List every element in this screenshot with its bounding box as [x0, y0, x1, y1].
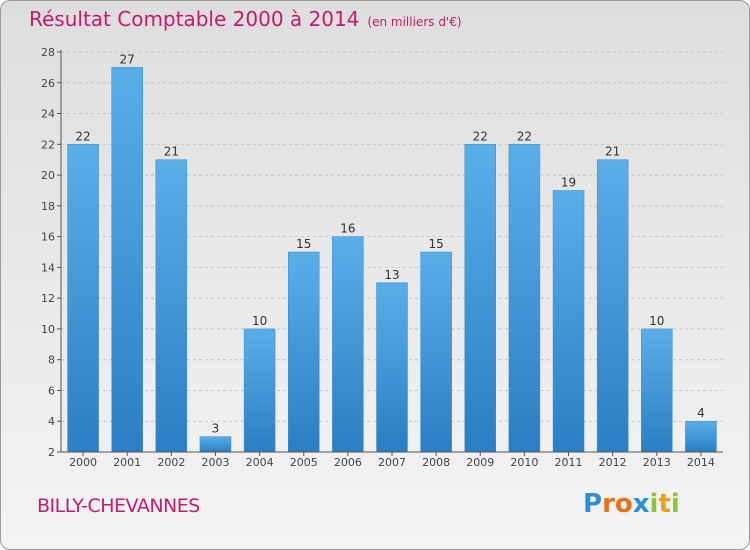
data-label: 22: [473, 129, 488, 143]
bar-2009: [464, 144, 497, 453]
y-tick-label: 16: [41, 231, 55, 244]
logo-letter: o: [614, 489, 633, 519]
y-tick-label: 10: [41, 323, 55, 336]
y-tick-label: 2: [48, 446, 55, 459]
x-tick-label: 2010: [510, 456, 538, 469]
x-tick-label: 2012: [599, 456, 627, 469]
bar-2007: [376, 282, 408, 453]
y-tick-label: 4: [48, 415, 55, 428]
x-tick-label: 2002: [157, 456, 185, 469]
chart-title-text: Résultat Comptable 2000 à 2014: [29, 7, 360, 31]
bar-2005: [287, 251, 320, 453]
data-label: 10: [252, 314, 267, 328]
data-label: 3: [212, 422, 220, 436]
logo-letter: i: [670, 489, 680, 519]
y-tick-label: 12: [41, 292, 55, 305]
bar-2000: [67, 144, 99, 453]
data-label: 27: [120, 52, 135, 66]
bar-2006: [332, 236, 364, 453]
data-label: 15: [296, 237, 311, 251]
bar-2013: [641, 328, 673, 453]
x-tick-label: 2008: [422, 456, 450, 469]
x-tick-label: 2005: [290, 456, 318, 469]
bar-2003: [199, 436, 232, 453]
logo-letter: r: [602, 489, 615, 519]
data-label: 15: [428, 237, 443, 251]
x-tick-label: 2011: [555, 456, 583, 469]
y-tick-label: 6: [48, 384, 55, 397]
y-tick-label: 26: [41, 77, 55, 90]
bar-2002: [155, 159, 188, 453]
y-tick-label: 14: [41, 261, 55, 274]
data-label: 21: [164, 145, 179, 159]
logo-letter: t: [658, 489, 671, 519]
x-tick-label: 2004: [246, 456, 274, 469]
x-tick-label: 2000: [69, 456, 97, 469]
bar-2012: [596, 159, 629, 453]
x-tick-label: 2014: [687, 456, 715, 469]
x-tick-label: 2007: [378, 456, 406, 469]
proxiti-logo: Proxiti: [583, 489, 680, 519]
bar-2001: [111, 67, 143, 453]
data-label: 4: [697, 406, 705, 420]
chart-subtitle: (en milliers d'€): [367, 15, 462, 29]
y-tick-label: 28: [41, 46, 55, 59]
location-name: BILLY-CHEVANNES: [37, 495, 200, 517]
y-tick-label: 8: [48, 354, 55, 367]
logo-letter: i: [649, 489, 659, 519]
data-label: 10: [649, 314, 664, 328]
chart-title: Résultat Comptable 2000 à 2014 (en millie…: [29, 7, 462, 31]
bar-2008: [420, 251, 452, 453]
data-label: 16: [340, 222, 355, 236]
bar-2011: [552, 190, 585, 453]
x-tick-label: 2006: [334, 456, 362, 469]
y-tick-label: 18: [41, 200, 55, 213]
x-tick-label: 2003: [201, 456, 229, 469]
bar-2010: [508, 144, 541, 453]
bar-2004: [243, 328, 276, 453]
data-label: 22: [75, 129, 90, 143]
data-label: 21: [605, 145, 620, 159]
y-tick-label: 20: [41, 169, 55, 182]
y-tick-label: 22: [41, 138, 55, 151]
x-tick-label: 2001: [113, 456, 141, 469]
x-tick-label: 2009: [466, 456, 494, 469]
logo-letter: x: [632, 489, 650, 519]
y-tick-label: 24: [41, 108, 55, 121]
data-label: 19: [561, 175, 576, 189]
data-label: 13: [384, 268, 399, 282]
logo-letter: P: [583, 489, 603, 519]
bar-2014: [685, 420, 717, 453]
data-label: 22: [517, 129, 532, 143]
x-tick-label: 2013: [643, 456, 671, 469]
